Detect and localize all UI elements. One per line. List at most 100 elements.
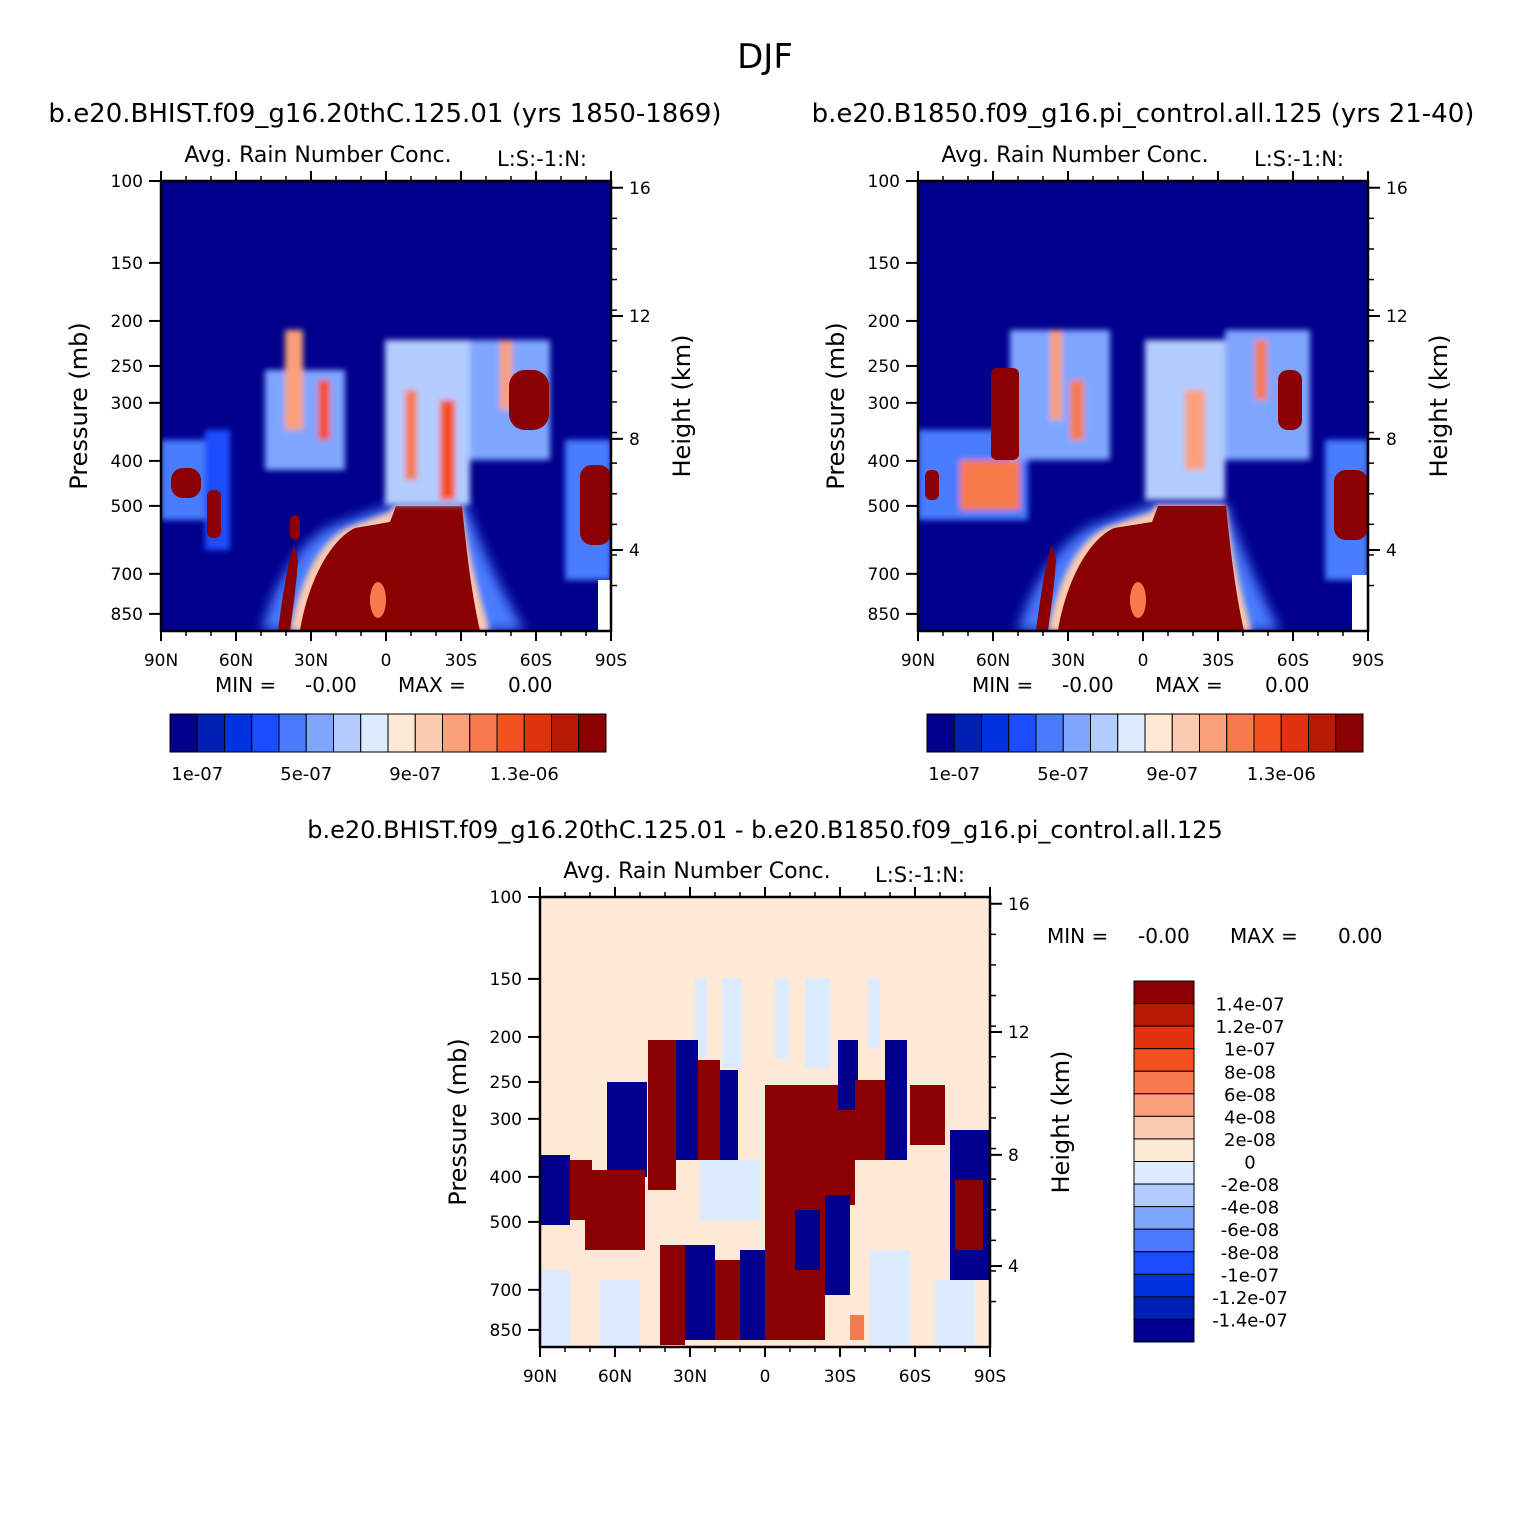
case1-y-right-label: Height (km) xyxy=(668,335,696,478)
colorbar-label: 9e-07 xyxy=(389,764,441,785)
colorbar-label: -2e-08 xyxy=(1221,1175,1279,1196)
colorbar-box xyxy=(1335,713,1364,753)
colorbar-label: -1.2e-07 xyxy=(1212,1288,1288,1309)
case1-cell xyxy=(207,490,221,538)
y-tick-label: 700 xyxy=(490,1281,522,1301)
difference-colorbar: 1.4e-071.2e-071e-078e-086e-084e-082e-080… xyxy=(1133,980,1288,1343)
case1-cell xyxy=(290,515,300,540)
x-tick-label: 60S xyxy=(520,651,552,671)
y-tick-label: 700 xyxy=(868,565,900,585)
case2-min-value: -0.00 xyxy=(1062,673,1114,697)
difference-min-label: MIN = xyxy=(1047,924,1108,948)
y-right-tick-label: 4 xyxy=(1386,541,1397,561)
x-tick-label: 60N xyxy=(219,651,253,671)
colorbar-label: 1e-07 xyxy=(928,764,980,785)
x-tick-label: 30N xyxy=(673,1367,707,1387)
y-right-tick-label: 16 xyxy=(629,179,651,199)
y-tick-label: 200 xyxy=(111,312,143,332)
case2-level-tag: L:S:-1:N: xyxy=(1254,147,1344,171)
colorbar-box xyxy=(278,713,307,753)
colorbar-box xyxy=(1144,713,1173,753)
x-tick-label: 30N xyxy=(294,651,328,671)
colorbar-box xyxy=(305,713,334,753)
case2-cell xyxy=(1278,370,1302,430)
x-tick-label: 60S xyxy=(1277,651,1309,671)
case2-cell xyxy=(991,368,1019,460)
colorbar-box xyxy=(1253,713,1282,753)
x-tick-label: 30N xyxy=(1051,651,1085,671)
y-tick-label: 400 xyxy=(868,452,900,472)
x-tick-label: 60N xyxy=(598,1367,632,1387)
colorbar-label: -1.4e-07 xyxy=(1212,1310,1288,1331)
x-tick-label: 30S xyxy=(824,1367,856,1387)
case2-y-ticks: 100 150 200 250 300 400 500 700 850 16 12 8 4 xyxy=(868,172,1408,625)
case2-y-right-label: Height (km) xyxy=(1425,335,1453,478)
case1-lower-spot xyxy=(370,582,386,618)
case1-title: Avg. Rain Number Conc. xyxy=(184,143,451,168)
colorbar-box xyxy=(1133,1048,1195,1072)
y-right-tick-label: 12 xyxy=(1386,307,1408,327)
colorbar-box xyxy=(1133,1251,1195,1275)
case1-x-ticks: 90N 60N 30N 0 30S 60S 90S xyxy=(144,171,627,671)
colorbar-label: 5e-07 xyxy=(280,764,332,785)
panel-difference: Avg. Rain Number Conc. L:S:-1:N: 90N 60N 3… xyxy=(444,859,1383,1387)
colorbar-box xyxy=(1133,1206,1195,1230)
y-right-tick-label: 4 xyxy=(1008,1257,1019,1277)
x-tick-label: 90N xyxy=(901,651,935,671)
colorbar-label: 6e-08 xyxy=(1224,1085,1276,1106)
y-right-tick-label: 8 xyxy=(1008,1146,1019,1166)
colorbar-box xyxy=(1133,1318,1195,1343)
case1-field xyxy=(161,181,611,631)
colorbar-label: 5e-07 xyxy=(1037,764,1089,785)
y-right-tick-label: 8 xyxy=(1386,430,1397,450)
case2-cell xyxy=(925,470,939,500)
colorbar-label: 8e-08 xyxy=(1224,1062,1276,1083)
colorbar-label: 4e-08 xyxy=(1224,1107,1276,1128)
case1-max-label: MAX = xyxy=(398,673,466,697)
y-tick-label: 250 xyxy=(868,357,900,377)
y-tick-label: 200 xyxy=(868,312,900,332)
colorbar-label: 1e-07 xyxy=(171,764,223,785)
colorbar-box xyxy=(196,713,225,753)
colorbar-label: 0 xyxy=(1244,1153,1255,1174)
case1-header: b.e20.BHIST.f09_g16.20thC.125.01 (yrs 18… xyxy=(48,99,721,129)
y-tick-label: 400 xyxy=(490,1168,522,1188)
colorbar-box xyxy=(496,713,525,753)
y-right-tick-label: 4 xyxy=(629,541,640,561)
y-right-tick-label: 16 xyxy=(1386,179,1408,199)
case2-title: Avg. Rain Number Conc. xyxy=(941,143,1208,168)
colorbar-box xyxy=(1133,1228,1195,1253)
colorbar-label: -4e-08 xyxy=(1221,1198,1279,1219)
colorbar-label: 1.2e-07 xyxy=(1215,1017,1284,1038)
case1-colorbar: 1e-07 5e-07 9e-07 1.3e-06 xyxy=(169,713,607,785)
colorbar-box xyxy=(1133,1070,1195,1095)
y-tick-label: 100 xyxy=(111,172,143,192)
y-tick-label: 500 xyxy=(868,497,900,517)
colorbar-label: 1.4e-07 xyxy=(1215,995,1284,1016)
colorbar-label: -6e-08 xyxy=(1221,1220,1279,1241)
x-tick-label: 90S xyxy=(595,651,627,671)
y-tick-label: 400 xyxy=(111,452,143,472)
difference-y-right-label: Height (km) xyxy=(1047,1051,1075,1194)
y-tick-label: 500 xyxy=(490,1213,522,1233)
difference-x-ticks: 90N 60N 30N 0 30S 60S 90S xyxy=(523,887,1006,1387)
difference-min-value: -0.00 xyxy=(1138,924,1190,948)
x-tick-label: 0 xyxy=(1138,651,1149,671)
colorbar-label: 1e-07 xyxy=(1224,1040,1276,1061)
colorbar-label: 1.3e-06 xyxy=(490,764,559,785)
season-title: DJF xyxy=(737,37,793,77)
colorbar-box xyxy=(1117,713,1146,753)
colorbar-box xyxy=(1226,713,1255,753)
difference-level-tag: L:S:-1:N: xyxy=(875,863,965,887)
y-tick-label: 200 xyxy=(490,1028,522,1048)
colorbar-box xyxy=(414,713,443,753)
x-tick-label: 0 xyxy=(381,651,392,671)
colorbar-box xyxy=(333,713,362,753)
case1-y-ticks: 100 150 200 250 300 400 500 700 850 16 12 8 4 xyxy=(111,172,651,625)
colorbar-box xyxy=(1090,713,1119,753)
colorbar-box xyxy=(578,713,607,753)
x-tick-label: 90N xyxy=(523,1367,557,1387)
colorbar-label: 9e-07 xyxy=(1146,764,1198,785)
case2-x-ticks: 90N 60N 30N 0 30S 60S 90S xyxy=(901,171,1384,671)
